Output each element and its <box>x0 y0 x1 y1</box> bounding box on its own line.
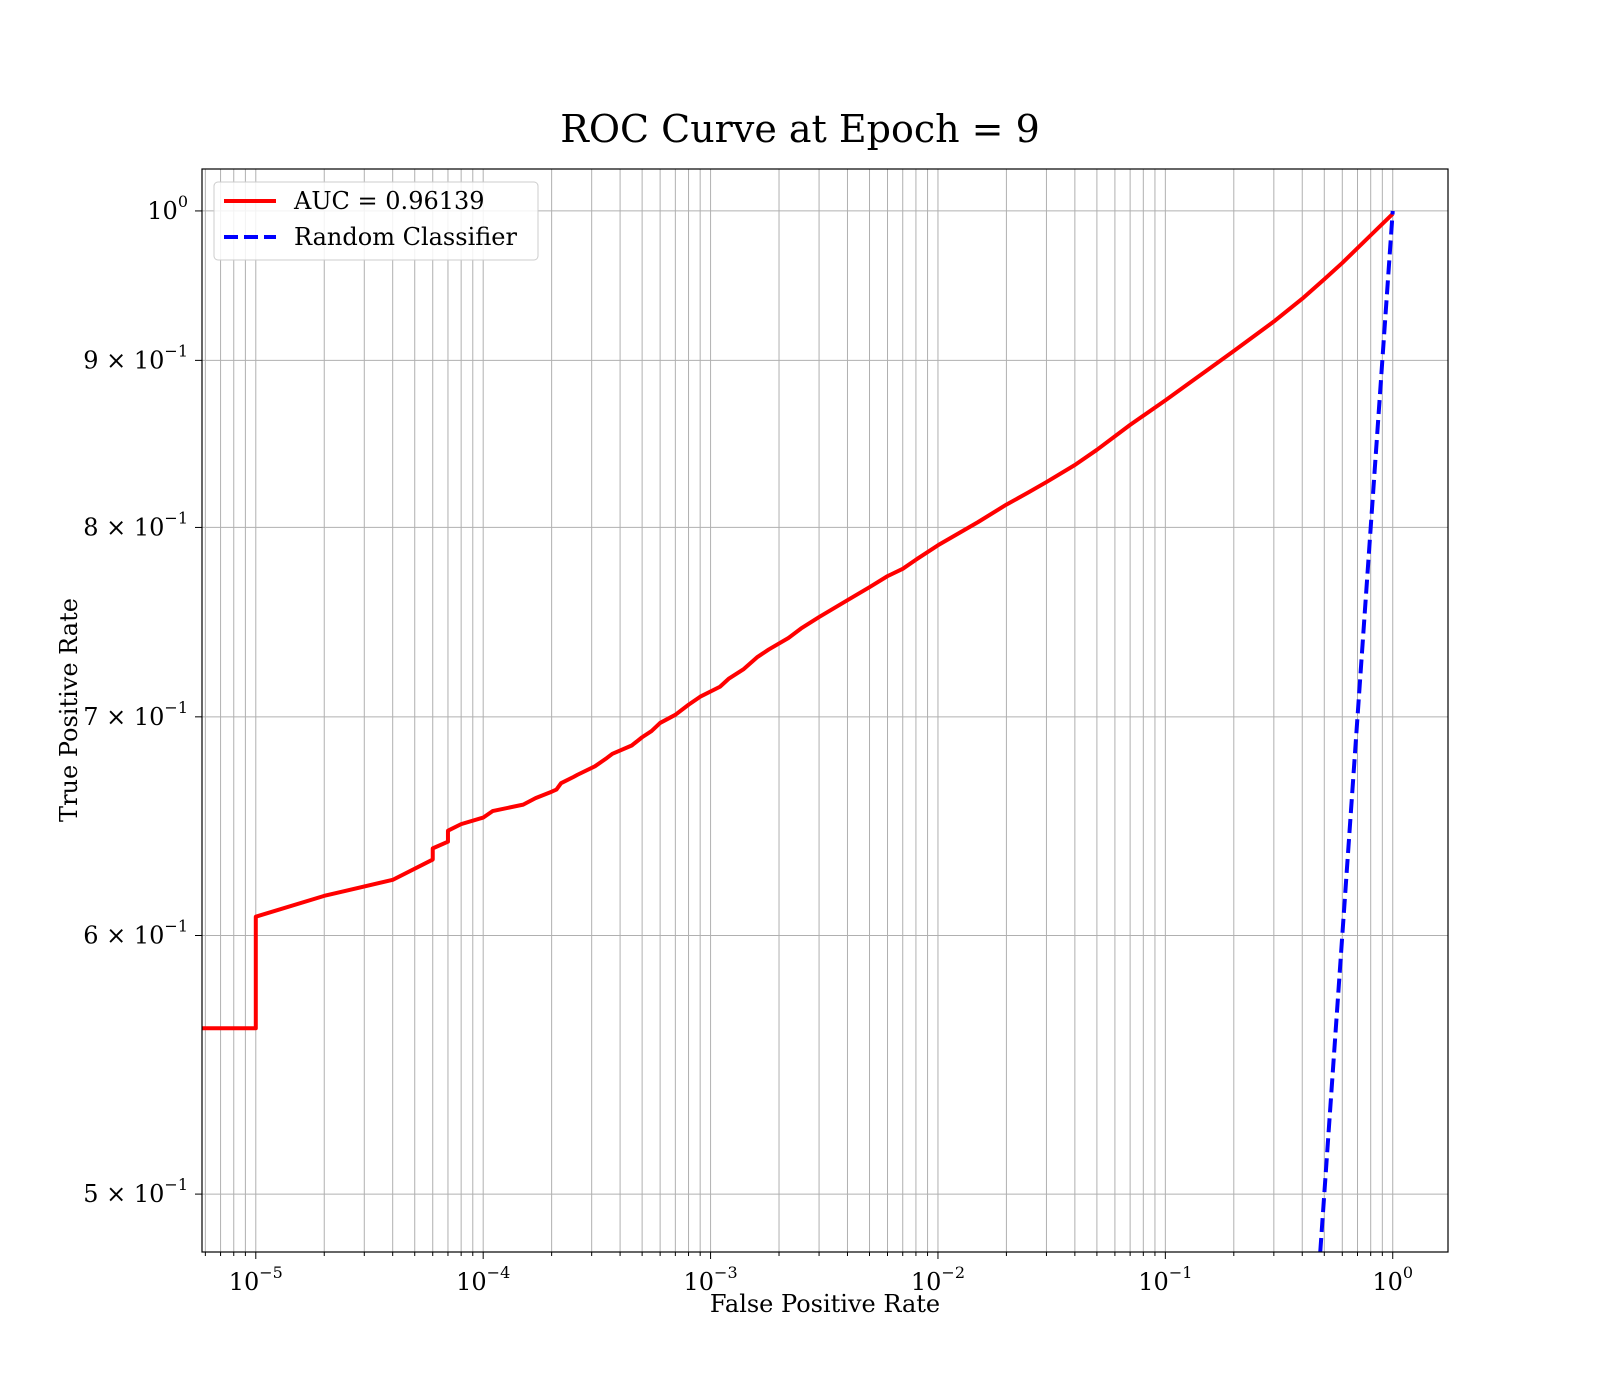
plot-frame <box>201 168 1449 1253</box>
roc-curve-line <box>202 212 1395 1031</box>
y-tick-label: 100 <box>147 192 188 225</box>
y-tick-label: 7 × 10−1 <box>83 698 188 731</box>
chart-title: ROC Curve at Epoch = 9 <box>560 107 1040 151</box>
grid <box>202 169 1448 1252</box>
y-axis-ticks: 5 × 10−1 6 × 10−1 7 × 10−1 8 × 10−1 9 × 10−1… <box>83 192 202 1208</box>
y-tick-label: 6 × 10−1 <box>83 916 188 949</box>
x-tick-label: 100 <box>1372 1263 1413 1296</box>
legend-box <box>213 181 539 261</box>
x-tick-label: 10−3 <box>684 1263 738 1296</box>
series-layer <box>202 210 1395 1252</box>
random-classifier-line <box>1318 210 1395 1252</box>
legend-label-random-classifier: Random Classifier <box>294 223 517 251</box>
y-tick-label: 5 × 10−1 <box>83 1175 188 1208</box>
legend: AUC = 0.96139 Random Classifier <box>213 181 539 261</box>
y-axis-label: True Positive Rate <box>55 598 83 822</box>
x-axis-label: False Positive Rate <box>710 1290 940 1318</box>
x-axis-ticks: 10−5 10−4 10−3 10−2 10−1 100 <box>204 1252 1413 1296</box>
y-tick-label: 8 × 10−1 <box>83 508 188 541</box>
x-tick-label: 10−5 <box>229 1263 283 1296</box>
x-tick-label: 10−1 <box>1138 1263 1192 1296</box>
y-tick-label: 9 × 10−1 <box>83 341 188 374</box>
legend-label-auc: AUC = 0.96139 <box>293 187 485 215</box>
x-tick-label: 10−4 <box>456 1263 510 1296</box>
x-tick-label: 10−2 <box>911 1263 965 1296</box>
